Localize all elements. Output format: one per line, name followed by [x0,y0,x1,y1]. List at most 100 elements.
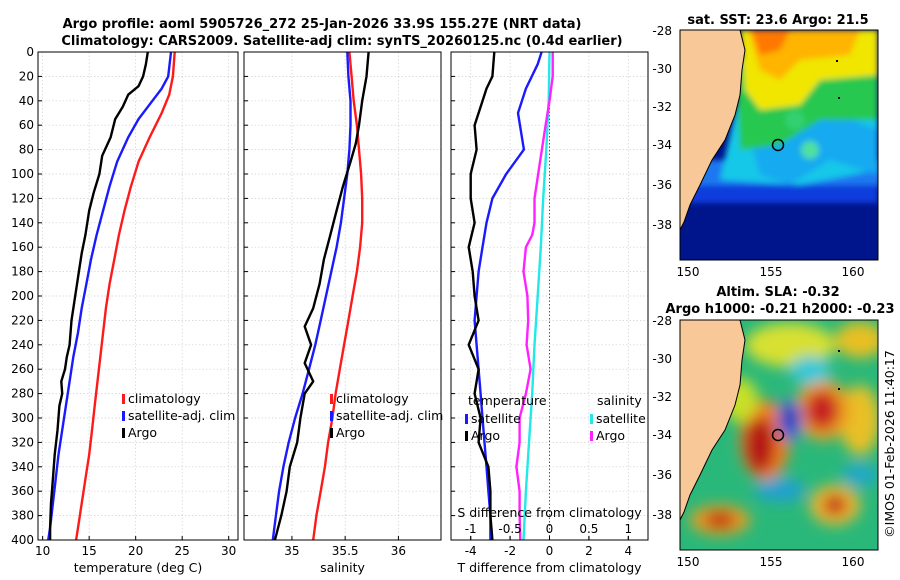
legend-swatch [330,428,333,438]
difference-profile-panel: -4 -2 0 2 4 T difference from climatology S di… [450,51,649,575]
x-axis-label: temperature (deg C) [74,560,203,575]
sla-argo-location-marker [771,428,785,442]
legend-swatch [122,411,125,421]
sst-ytick-label: -38 [652,218,672,232]
x-tick-label: 15 [82,544,97,558]
top-x-axis-label: S difference from climatology [457,505,642,520]
legend-label: Argo [336,425,365,440]
sla-ytick-label: -32 [652,390,672,404]
y-tick-label: 320 [11,435,34,449]
sla-map-axes: -28 -30 -32 -34 -36 -38 150 155 160 [652,314,864,569]
x-tick-label: 2 [585,544,593,558]
legend-swatch [330,394,333,404]
temperature-profile-panel: 10 15 20 25 30020406080100120140160180200220… [11,45,239,575]
legend-swatch [465,414,468,424]
legend-label: climatology [336,391,409,406]
x-tick-label: 36 [391,544,406,558]
sst-ytick-label: -30 [652,62,672,76]
y-tick-label: 120 [11,191,34,205]
legend-swatch [590,414,593,424]
legend-swatch [122,428,125,438]
series-line-satellite-adj-clim [47,51,173,541]
sla-xtick-label: 155 [760,555,783,569]
legend-label: satellite-adj. clim [128,408,235,423]
legend: climatology satellite-adj. clim Argo [122,391,235,440]
x-tick-label: 0 [546,544,554,558]
sst-map-frame [679,29,879,261]
y-tick-label: 160 [11,240,34,254]
sla-ytick-label: -38 [652,508,672,522]
series-line-climatology [74,51,176,541]
y-tick-label: 180 [11,265,34,279]
series-line-t-argo [467,51,496,541]
sst-xtick-label: 155 [760,265,783,279]
legend-swatch [122,394,125,404]
x-tick-label: 30 [221,544,236,558]
sla-xtick-label: 160 [842,555,865,569]
sla-xtick-label: 150 [677,555,700,569]
legend: temperature salinity satellite Argo satellit… [465,393,646,443]
y-tick-label: 140 [11,216,34,230]
y-tick-label: 20 [19,69,34,83]
legend-label: Argo [471,428,500,443]
x-tick-label: -4 [465,544,477,558]
figure-title-line1: Argo profile: aoml 5905726_272 25-Jan-20… [63,17,582,32]
legend-label: satellite-adj. clim [336,408,443,423]
y-tick-label: 200 [11,289,34,303]
x-tick-label: 20 [128,544,143,558]
sst-ytick-label: -34 [652,138,672,152]
top-x-tick-label: 1 [624,522,632,536]
sla-map-frame [679,319,879,551]
y-tick-label: 220 [11,313,34,327]
x-tick-label: 35 [284,544,299,558]
top-x-tick-label: -1 [465,522,477,536]
legend-title-salinity: salinity [597,393,642,408]
y-tick-label: 100 [11,167,34,181]
plot-background [38,52,238,540]
x-axis-label: T difference from climatology [456,560,642,575]
y-tick-label: 40 [19,94,34,108]
sla-ytick-label: -28 [652,314,672,328]
series-line-s-argo [515,52,554,541]
legend-label: Argo [596,428,625,443]
sla-ytick-label: -30 [652,352,672,366]
sst-argo-location-marker [771,138,785,152]
x-tick-label: 4 [624,544,632,558]
sst-xtick-label: 160 [842,265,865,279]
sla-ytick-label: -34 [652,428,672,442]
x-tick-label: 35.5 [332,544,359,558]
legend-label: satellite [596,411,646,426]
y-tick-label: 280 [11,387,34,401]
y-tick-label: 300 [11,411,34,425]
sst-map [680,30,878,260]
y-tick-label: 260 [11,362,34,376]
sla-map-title-line2: Argo h1000: -0.21 h2000: -0.23 [665,302,894,317]
y-tick-label: 340 [11,460,34,474]
figure-title-line2: Climatology: CARS2009. Satellite-adj cli… [61,34,622,49]
y-tick-label: 380 [11,509,34,523]
y-tick-label: 0 [26,45,34,59]
legend-swatch [330,411,333,421]
series-line-argo [48,51,149,540]
legend: climatology satellite-adj. clim Argo [330,391,443,440]
legend-swatch [590,431,593,441]
series-line-argo [273,51,370,541]
x-tick-label: -2 [504,544,516,558]
top-x-tick-label: -0.5 [498,522,521,536]
legend-title-temperature: temperature [468,393,547,408]
y-tick-label: 80 [19,143,34,157]
sla-map-title-line1: Altim. SLA: -0.32 [716,285,839,300]
top-x-tick-label: 0 [546,522,554,536]
y-tick-label: 360 [11,484,34,498]
legend-label: satellite [471,411,521,426]
sst-ytick-label: -28 [652,24,672,38]
y-tick-label: 60 [19,118,34,132]
sla-map [680,320,878,550]
series-line-s-satellite [522,51,551,541]
top-x-tick-label: 0.5 [579,522,598,536]
sst-ytick-label: -36 [652,178,672,192]
legend-label: Argo [128,425,157,440]
legend-swatch [465,431,468,441]
sst-map-title: sat. SST: 23.6 Argo: 21.5 [687,13,868,28]
